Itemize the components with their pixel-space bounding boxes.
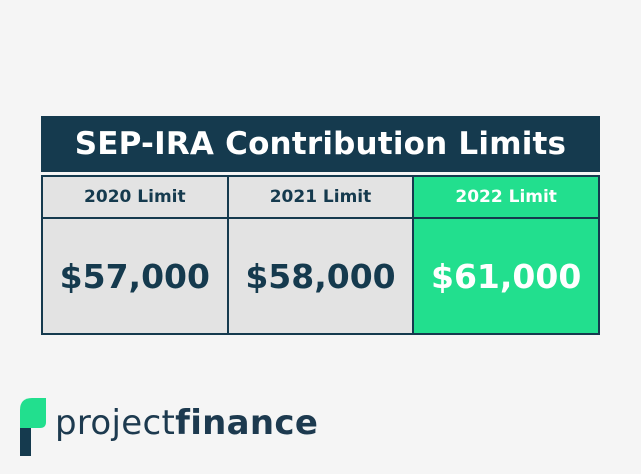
limits-table: 2020 Limit 2021 Limit 2022 Limit $57,000… bbox=[41, 175, 600, 335]
header-cell: 2022 Limit bbox=[412, 175, 600, 219]
value-cell: $58,000 bbox=[226, 217, 415, 335]
header-cell: 2021 Limit bbox=[226, 175, 415, 219]
value-cell: $61,000 bbox=[412, 217, 600, 335]
title: SEP-IRA Contribution Limits bbox=[41, 116, 600, 172]
header-cell: 2020 Limit bbox=[41, 175, 229, 219]
logo-text: projectfinance bbox=[55, 403, 318, 443]
logo-part: finance bbox=[175, 403, 319, 443]
value-row: $57,000 $58,000 $61,000 bbox=[41, 217, 600, 335]
logo-part: project bbox=[55, 403, 176, 443]
value-cell: $57,000 bbox=[41, 217, 229, 335]
logo-icon-stem bbox=[20, 428, 31, 456]
logo-icon-top bbox=[20, 398, 46, 428]
header-row: 2020 Limit 2021 Limit 2022 Limit bbox=[41, 175, 600, 219]
logo-icon bbox=[20, 398, 46, 456]
